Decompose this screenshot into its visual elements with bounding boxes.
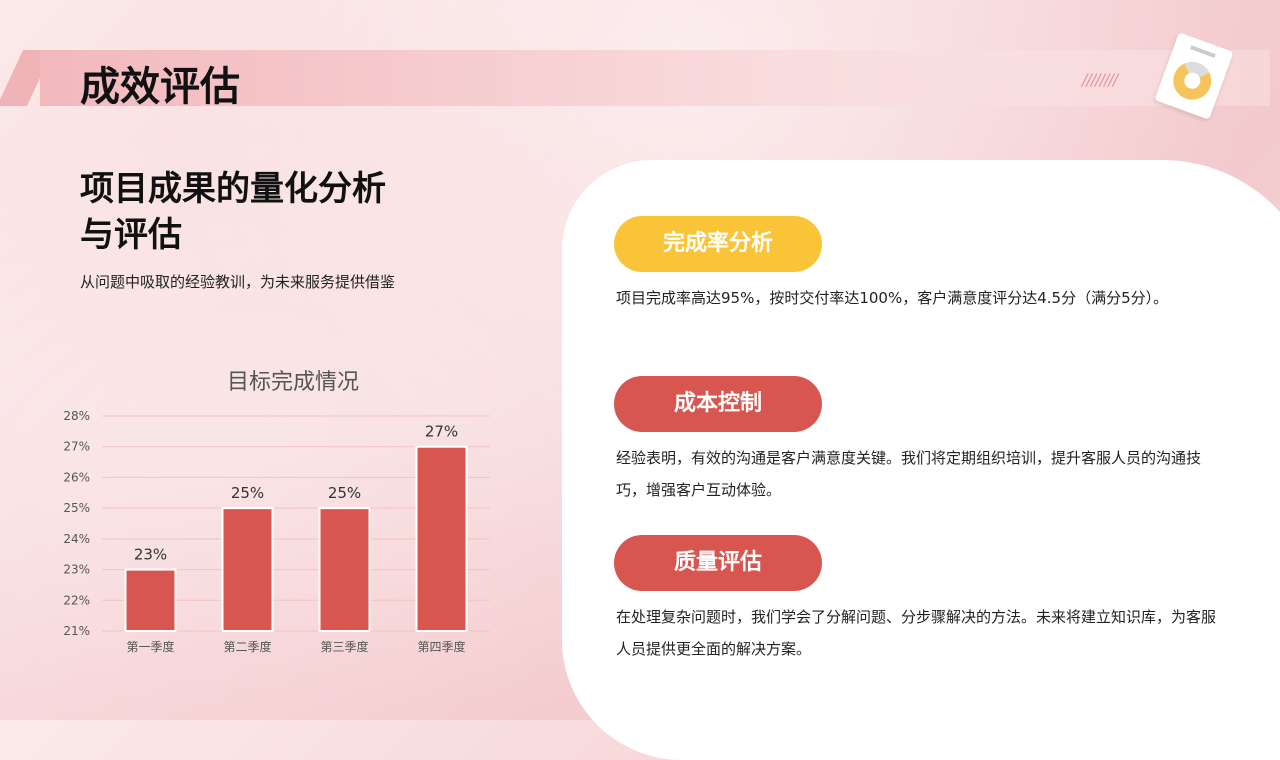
section-pill-completion: 完成率分析 bbox=[614, 216, 822, 272]
y-tick-label: 24% bbox=[63, 532, 90, 546]
data-label: 23% bbox=[134, 546, 167, 564]
bar bbox=[221, 507, 274, 632]
x-tick-label: 第四季度 bbox=[417, 639, 465, 654]
section-pill-cost: 成本控制 bbox=[614, 376, 822, 432]
section-text: 项目完成率高达95%，按时交付率达100%，客户满意度评分达4.5分（满分5分）… bbox=[616, 289, 1169, 307]
section-pill-quality: 质量评估 bbox=[614, 535, 822, 591]
y-tick-label: 25% bbox=[63, 501, 90, 515]
y-tick-label: 26% bbox=[63, 470, 90, 484]
section-text: 经验表明，有效的沟通是客户满意度关键。我们将定期组织培训，提升客服人员的沟通技巧… bbox=[616, 449, 1202, 499]
y-tick-label: 21% bbox=[63, 624, 90, 638]
data-label: 25% bbox=[231, 484, 264, 502]
bar-chart: 21% 22% 23% 24% 25% 26% 27% 28% 23% 第一季度 25% 第二季度 25… bbox=[63, 409, 490, 654]
x-tick-label: 第三季度 bbox=[320, 639, 368, 654]
section-subtitle: 从问题中吸取的经验教训，为未来服务提供借鉴 bbox=[80, 273, 396, 291]
y-tick-label: 27% bbox=[63, 440, 90, 454]
y-tick-label: 22% bbox=[63, 593, 90, 607]
bar bbox=[415, 445, 468, 633]
page-title: 成效评估 bbox=[80, 64, 240, 110]
data-label: 25% bbox=[328, 484, 361, 502]
x-tick-label: 第二季度 bbox=[223, 639, 271, 654]
x-tick-label: 第一季度 bbox=[126, 639, 174, 654]
y-tick-label: 23% bbox=[63, 563, 90, 577]
bar bbox=[318, 507, 371, 632]
chart-title: 目标完成情况 bbox=[226, 370, 359, 395]
y-tick-label: 28% bbox=[63, 409, 90, 423]
hatch-decoration-icon: //////// bbox=[1082, 70, 1118, 89]
section-heading: 项目成果的量化分析与评估 bbox=[80, 169, 386, 255]
bar bbox=[124, 568, 177, 632]
title-bar bbox=[40, 50, 1270, 106]
section-text: 在处理复杂问题时，我们学会了分解问题、分步骤解决的方法。未来将建立知识库，为客服… bbox=[616, 608, 1217, 658]
data-label: 27% bbox=[425, 423, 458, 441]
